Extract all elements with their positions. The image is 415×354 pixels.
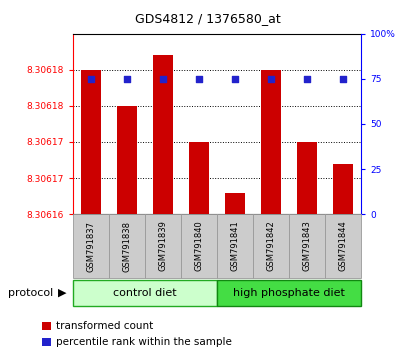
Bar (289, 214, 325, 278)
Text: GSM791841: GSM791841 (230, 221, 239, 272)
Text: GSM791842: GSM791842 (266, 221, 276, 272)
Text: GSM791843: GSM791843 (303, 221, 312, 272)
Point (159, 76, 166, 81)
Text: ▶: ▶ (58, 288, 66, 298)
Bar (181, 214, 217, 278)
Text: transformed count: transformed count (56, 321, 153, 331)
Text: control diet: control diet (113, 288, 176, 298)
Bar (333, 164, 353, 214)
Bar (325, 214, 361, 278)
Point (268, 76, 274, 81)
Bar (261, 70, 281, 214)
Text: GSM791844: GSM791844 (339, 221, 347, 272)
Point (340, 76, 347, 81)
Text: GSM791839: GSM791839 (158, 221, 167, 272)
Point (87, 76, 94, 81)
Text: high phosphate diet: high phosphate diet (233, 288, 345, 298)
Bar (225, 193, 245, 214)
Point (195, 76, 202, 81)
Bar (109, 214, 145, 278)
Bar (217, 280, 361, 306)
Bar (217, 214, 253, 278)
Text: GDS4812 / 1376580_at: GDS4812 / 1376580_at (134, 12, 281, 25)
Bar (189, 142, 209, 214)
Bar (117, 106, 137, 214)
Point (232, 76, 238, 81)
Text: GSM791837: GSM791837 (86, 221, 95, 272)
Text: percentile rank within the sample: percentile rank within the sample (56, 337, 232, 347)
Bar (253, 214, 289, 278)
Bar (297, 142, 317, 214)
Bar (81, 70, 100, 214)
Bar (73, 214, 109, 278)
Bar (153, 55, 173, 214)
Point (123, 76, 130, 81)
Bar (145, 214, 181, 278)
Text: GSM791838: GSM791838 (122, 221, 131, 272)
Point (304, 76, 310, 81)
Text: protocol: protocol (8, 288, 54, 298)
Text: GSM791840: GSM791840 (194, 221, 203, 272)
Bar (73, 280, 217, 306)
